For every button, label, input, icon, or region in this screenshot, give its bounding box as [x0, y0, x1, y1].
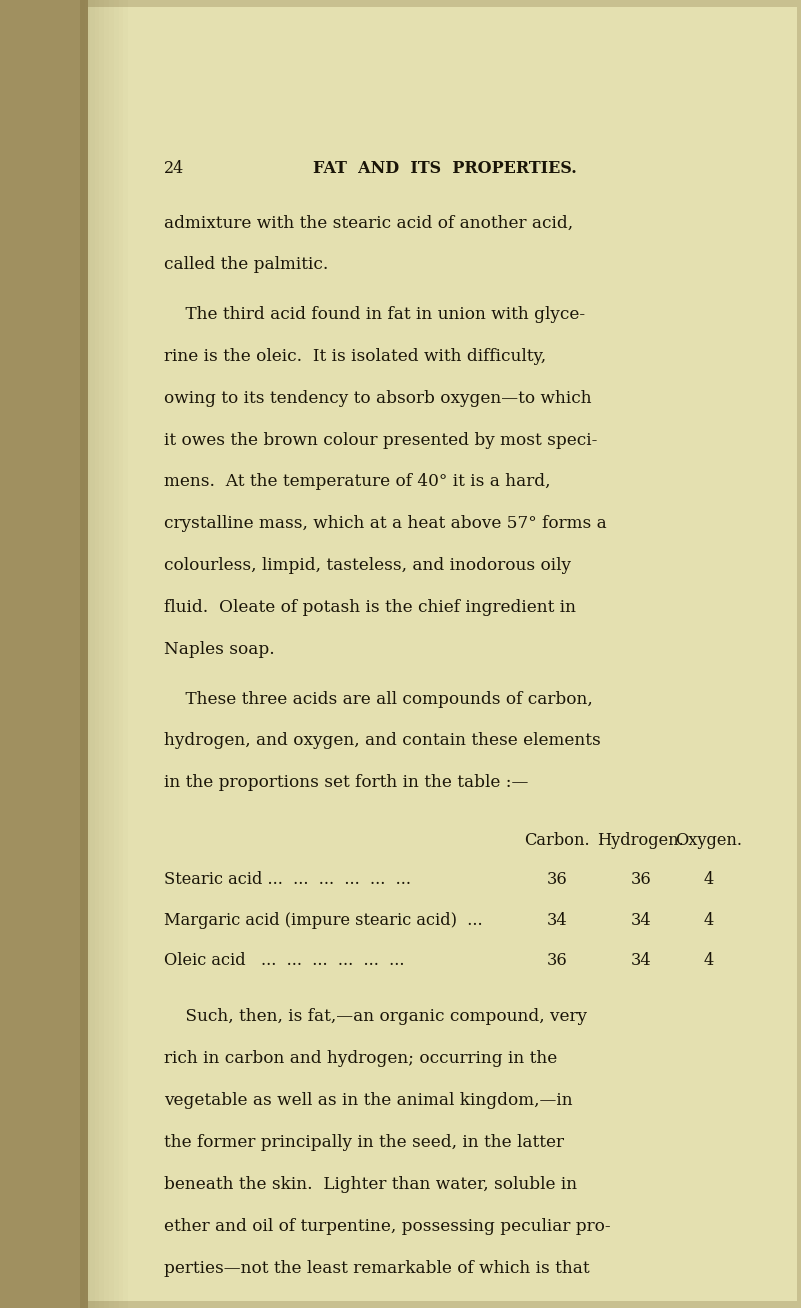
Text: fluid.  Oleate of potash is the chief ingredient in: fluid. Oleate of potash is the chief ing… — [164, 599, 576, 616]
Text: hydrogen, and oxygen, and contain these elements: hydrogen, and oxygen, and contain these … — [164, 732, 601, 749]
Text: 34: 34 — [630, 912, 651, 929]
Text: These three acids are all compounds of carbon,: These three acids are all compounds of c… — [164, 691, 593, 708]
Text: Such, then, is fat,—an organic compound, very: Such, then, is fat,—an organic compound,… — [164, 1008, 587, 1025]
Text: Oleic acid   ...  ...  ...  ...  ...  ...: Oleic acid ... ... ... ... ... ... — [164, 952, 405, 969]
Text: it owes the brown colour presented by most speci-: it owes the brown colour presented by mo… — [164, 432, 598, 449]
Text: 36: 36 — [630, 871, 651, 888]
Text: Margaric acid (impure stearic acid)  ...: Margaric acid (impure stearic acid) ... — [164, 912, 483, 929]
Text: admixture with the stearic acid of another acid,: admixture with the stearic acid of anoth… — [164, 215, 574, 232]
Text: vegetable as well as in the animal kingdom,—in: vegetable as well as in the animal kingd… — [164, 1092, 573, 1109]
FancyBboxPatch shape — [80, 7, 797, 1301]
Text: 34: 34 — [546, 912, 567, 929]
Text: 4: 4 — [704, 912, 714, 929]
Text: Carbon.: Carbon. — [524, 832, 590, 849]
Text: Naples soap.: Naples soap. — [164, 641, 275, 658]
Text: FAT  AND  ITS  PROPERTIES.: FAT AND ITS PROPERTIES. — [312, 160, 577, 177]
FancyBboxPatch shape — [80, 0, 85, 1308]
Text: perties—not the least remarkable of which is that: perties—not the least remarkable of whic… — [164, 1260, 590, 1277]
Text: Hydrogen.: Hydrogen. — [598, 832, 684, 849]
FancyBboxPatch shape — [114, 0, 119, 1308]
Text: crystalline mass, which at a heat above 57° forms a: crystalline mass, which at a heat above … — [164, 515, 607, 532]
Text: colourless, limpid, tasteless, and inodorous oily: colourless, limpid, tasteless, and inodo… — [164, 557, 571, 574]
Text: 36: 36 — [546, 952, 567, 969]
Text: rich in carbon and hydrogen; occurring in the: rich in carbon and hydrogen; occurring i… — [164, 1050, 557, 1067]
Text: Oxygen.: Oxygen. — [675, 832, 743, 849]
FancyBboxPatch shape — [109, 0, 114, 1308]
Text: The third acid found in fat in union with glyce-: The third acid found in fat in union wit… — [164, 306, 586, 323]
FancyBboxPatch shape — [99, 0, 104, 1308]
Text: 4: 4 — [704, 952, 714, 969]
Text: called the palmitic.: called the palmitic. — [164, 256, 328, 273]
Text: beneath the skin.  Lighter than water, soluble in: beneath the skin. Lighter than water, so… — [164, 1176, 578, 1193]
Text: 36: 36 — [546, 871, 567, 888]
Text: the former principally in the seed, in the latter: the former principally in the seed, in t… — [164, 1134, 564, 1151]
Text: 24: 24 — [164, 160, 184, 177]
FancyBboxPatch shape — [85, 0, 90, 1308]
Text: ether and oil of turpentine, possessing peculiar pro-: ether and oil of turpentine, possessing … — [164, 1218, 611, 1235]
Text: Stearic acid ...  ...  ...  ...  ...  ...: Stearic acid ... ... ... ... ... ... — [164, 871, 411, 888]
FancyBboxPatch shape — [104, 0, 109, 1308]
Text: mens.  At the temperature of 40° it is a hard,: mens. At the temperature of 40° it is a … — [164, 473, 551, 490]
Text: 34: 34 — [630, 952, 651, 969]
FancyBboxPatch shape — [90, 0, 95, 1308]
Text: 4: 4 — [704, 871, 714, 888]
Text: in the proportions set forth in the table :—: in the proportions set forth in the tabl… — [164, 774, 529, 791]
Text: rine is the oleic.  It is isolated with difficulty,: rine is the oleic. It is isolated with d… — [164, 348, 546, 365]
FancyBboxPatch shape — [0, 0, 88, 1308]
FancyBboxPatch shape — [95, 0, 99, 1308]
Text: owing to its tendency to absorb oxygen—to which: owing to its tendency to absorb oxygen—t… — [164, 390, 592, 407]
